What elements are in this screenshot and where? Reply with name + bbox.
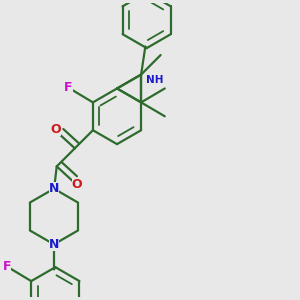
Text: F: F — [64, 81, 73, 94]
Text: O: O — [50, 123, 61, 136]
Text: N: N — [49, 238, 59, 251]
Text: F: F — [3, 260, 11, 273]
Text: N: N — [49, 182, 59, 195]
Text: O: O — [72, 178, 82, 190]
Text: NH: NH — [146, 75, 163, 85]
